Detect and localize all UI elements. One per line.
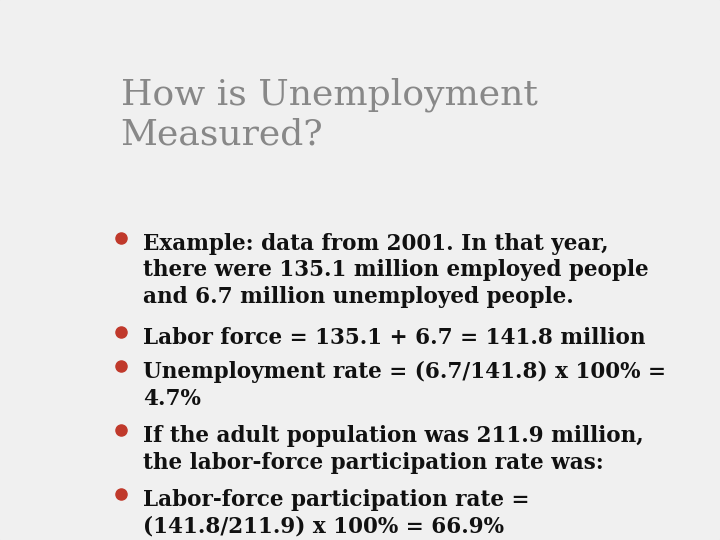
Text: Unemployment rate = (6.7/141.8) x 100% =
4.7%: Unemployment rate = (6.7/141.8) x 100% =…: [143, 361, 666, 410]
Text: Labor-force participation rate =
(141.8/211.9) x 100% = 66.9%: Labor-force participation rate = (141.8/…: [143, 489, 529, 538]
Text: If the adult population was 211.9 million,
the labor-force participation rate wa: If the adult population was 211.9 millio…: [143, 426, 644, 474]
Text: How is Unemployment
Measured?: How is Unemployment Measured?: [121, 77, 538, 151]
Text: Example: data from 2001. In that year,
there were 135.1 million employed people
: Example: data from 2001. In that year, t…: [143, 233, 649, 308]
Text: Labor force = 135.1 + 6.7 = 141.8 million: Labor force = 135.1 + 6.7 = 141.8 millio…: [143, 327, 646, 349]
